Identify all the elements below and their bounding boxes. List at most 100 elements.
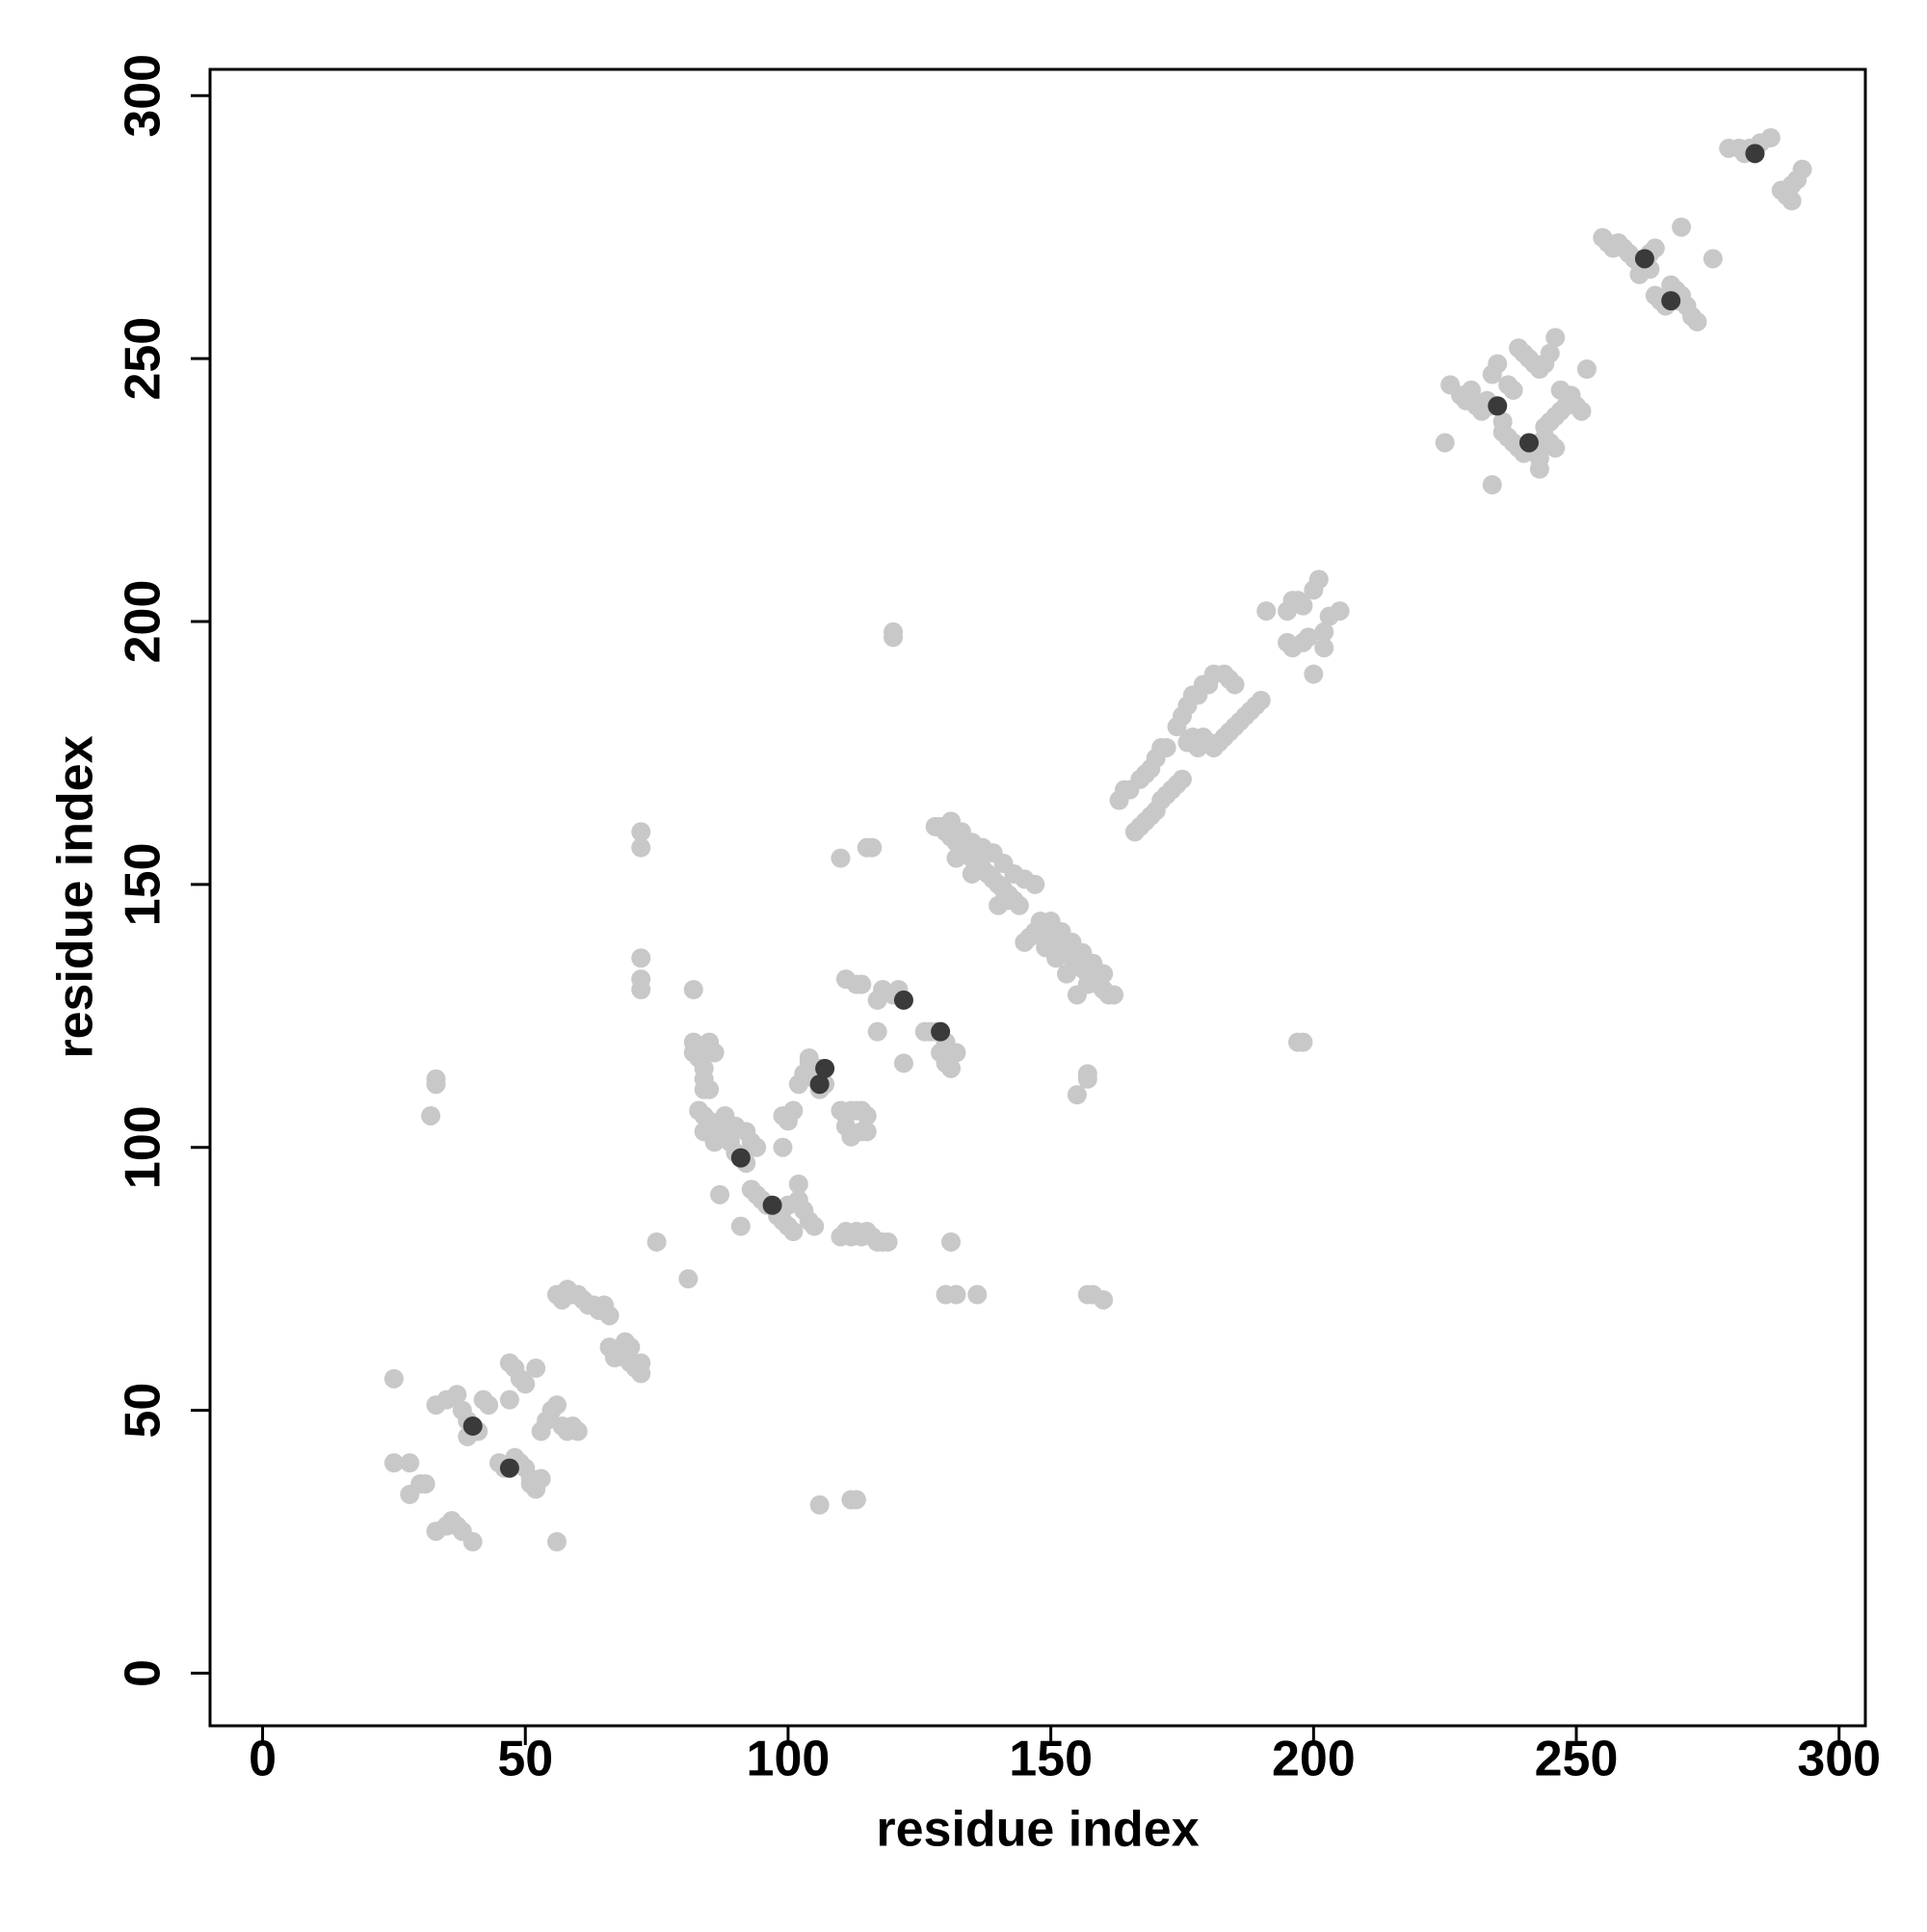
data-point — [568, 1421, 588, 1442]
data-point — [1314, 638, 1334, 658]
data-point — [867, 1021, 887, 1042]
data-point — [1172, 769, 1192, 789]
data-point — [1672, 217, 1692, 237]
data-point — [1287, 1032, 1307, 1052]
data-point — [931, 1021, 951, 1042]
data-point — [1561, 385, 1581, 406]
data-point — [415, 1473, 436, 1494]
data-point — [967, 1284, 988, 1305]
data-point — [1156, 737, 1176, 757]
x-tick-label: 200 — [1272, 1732, 1356, 1787]
data-point — [857, 1122, 877, 1142]
data-point — [747, 1137, 767, 1157]
data-point — [383, 1453, 404, 1473]
data-point — [383, 1368, 404, 1389]
data-point — [704, 1132, 725, 1152]
data-point — [1314, 622, 1334, 642]
data-point — [1067, 1085, 1087, 1105]
data-point — [805, 1216, 825, 1236]
data-point — [1077, 1069, 1097, 1089]
data-point — [462, 1532, 483, 1551]
data-point — [1492, 411, 1513, 432]
data-point — [1540, 343, 1560, 363]
data-point — [1792, 159, 1812, 179]
data-point — [421, 1105, 441, 1125]
data-point — [730, 1148, 751, 1168]
y-tick-label: 50 — [116, 1383, 172, 1439]
data-point — [1571, 401, 1592, 421]
data-point — [778, 1111, 798, 1131]
data-point — [1104, 985, 1124, 1005]
x-tick-label: 250 — [1535, 1732, 1619, 1787]
data-point — [515, 1374, 536, 1394]
data-point — [499, 1458, 519, 1478]
data-point — [1435, 433, 1455, 453]
data-point — [1225, 675, 1245, 695]
x-tick-label: 150 — [1009, 1732, 1093, 1787]
data-point — [499, 1389, 519, 1410]
data-point — [788, 1174, 808, 1194]
data-point — [1634, 249, 1654, 269]
data-point — [941, 1231, 962, 1252]
data-point — [1025, 874, 1045, 894]
data-point — [1687, 311, 1707, 331]
data-point — [999, 890, 1019, 911]
data-point — [704, 1043, 725, 1063]
data-point — [1077, 974, 1097, 994]
data-point — [878, 1231, 898, 1252]
data-point — [946, 1043, 966, 1063]
data-point — [1488, 354, 1508, 374]
data-point — [1293, 595, 1313, 616]
data-point — [815, 1058, 835, 1078]
data-point — [526, 1358, 546, 1378]
data-point — [946, 848, 966, 868]
y-tick-label: 300 — [116, 54, 172, 138]
data-point — [683, 980, 703, 999]
data-point — [631, 980, 651, 999]
x-tick-label: 0 — [249, 1732, 277, 1787]
data-point — [1330, 601, 1350, 622]
data-point — [941, 1058, 962, 1078]
data-point — [831, 848, 851, 868]
data-point — [799, 1047, 819, 1068]
data-point — [893, 990, 913, 1010]
data-point — [762, 1195, 782, 1215]
plot-frame — [208, 67, 1867, 1728]
y-tick-label: 0 — [116, 1659, 172, 1687]
data-point — [1461, 380, 1481, 400]
x-tick-label: 100 — [747, 1732, 831, 1787]
data-point — [1256, 601, 1277, 622]
data-point — [962, 863, 982, 884]
data-point — [546, 1532, 567, 1551]
data-point — [809, 1074, 830, 1095]
data-point — [1782, 191, 1802, 211]
data-point — [1046, 948, 1067, 968]
data-point — [1745, 144, 1765, 164]
data-point — [520, 1473, 541, 1494]
data-point — [730, 1216, 751, 1236]
data-point — [1529, 448, 1549, 468]
data-point — [1661, 291, 1681, 311]
y-tick-label: 150 — [116, 842, 172, 926]
data-point — [852, 974, 872, 994]
data-point — [841, 1490, 861, 1510]
data-point — [862, 837, 883, 858]
data-point — [479, 1395, 499, 1416]
data-point — [631, 1353, 651, 1373]
data-point — [447, 1385, 467, 1405]
data-point — [1094, 1289, 1114, 1310]
data-point — [620, 1337, 641, 1358]
data-point — [400, 1453, 420, 1473]
data-point — [1298, 627, 1318, 648]
data-point — [773, 1137, 793, 1157]
data-point — [462, 1416, 483, 1436]
data-point — [1576, 359, 1597, 380]
y-tick-label: 250 — [116, 317, 172, 401]
data-point — [1488, 396, 1508, 416]
data-point — [1482, 475, 1502, 495]
data-point — [1056, 964, 1076, 984]
y-axis-label: residue index — [48, 735, 104, 1058]
data-point — [1251, 690, 1271, 710]
